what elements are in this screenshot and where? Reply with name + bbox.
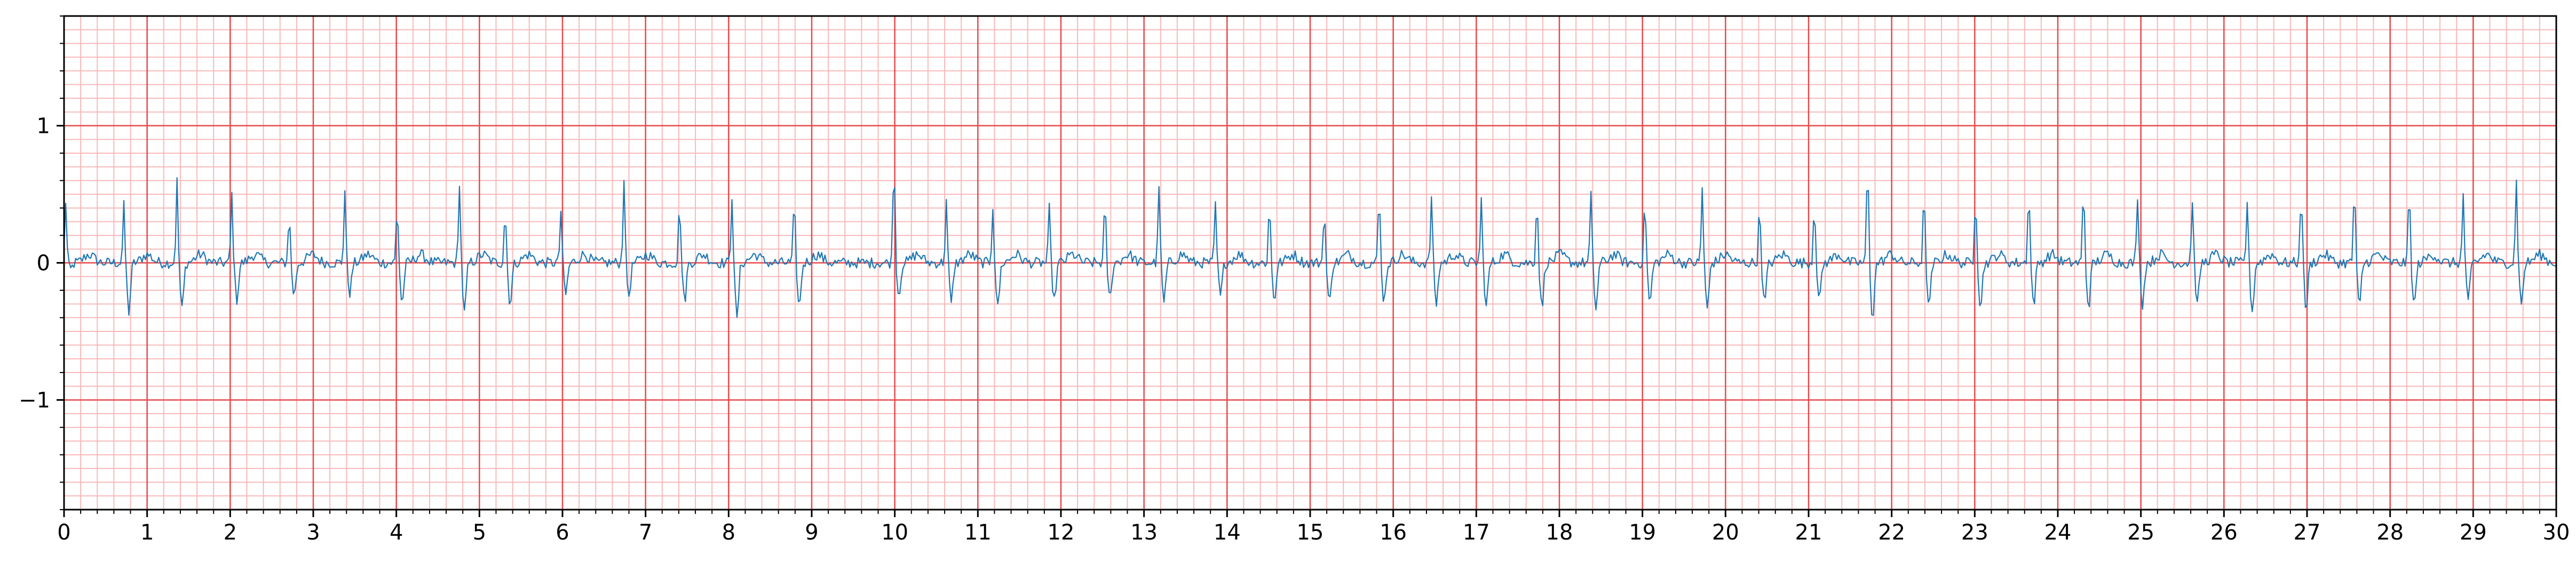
x-tick-label: 20 <box>1712 520 1739 545</box>
series-layer <box>63 177 2557 318</box>
x-tick-label: 14 <box>1214 520 1241 545</box>
x-tick-label: 25 <box>2127 520 2154 545</box>
x-tick-label: 12 <box>1048 520 1075 545</box>
ecg-series-line <box>63 177 2557 318</box>
x-tick-label: 19 <box>1629 520 1656 545</box>
x-tick-label: 2 <box>224 520 237 545</box>
x-tick-label: 7 <box>639 520 652 545</box>
x-tick-label: 8 <box>722 520 735 545</box>
x-tick-label: 5 <box>473 520 486 545</box>
x-tick-label: 15 <box>1297 520 1324 545</box>
x-tick-label: 22 <box>1878 520 1905 545</box>
x-tick-label: 27 <box>2294 520 2321 545</box>
x-tick-label: 28 <box>2376 520 2404 545</box>
y-tick-label: 0 <box>37 251 50 276</box>
x-tick-label: 17 <box>1463 520 1490 545</box>
x-tick-label: 26 <box>2210 520 2238 545</box>
x-tick-label: 30 <box>2543 520 2570 545</box>
x-tick-label: 10 <box>881 520 908 545</box>
y-tick-label: −1 <box>19 388 50 413</box>
x-tick-label: 4 <box>390 520 403 545</box>
x-tick-label: 9 <box>805 520 818 545</box>
x-tick-label: 18 <box>1546 520 1573 545</box>
x-tick-label: 23 <box>1961 520 1988 545</box>
x-tick-label: 3 <box>306 520 320 545</box>
x-tick-label: 13 <box>1130 520 1158 545</box>
x-tick-label: 21 <box>1795 520 1822 545</box>
x-tick-label: 1 <box>140 520 154 545</box>
x-tick-label: 24 <box>2044 520 2072 545</box>
x-tick-label: 11 <box>964 520 992 545</box>
x-tick-label: 6 <box>556 520 569 545</box>
y-tick-label: 1 <box>37 114 50 139</box>
x-tick-label: 16 <box>1380 520 1407 545</box>
x-tick-label: 0 <box>57 520 70 545</box>
tick-layer: 0 1 2 3 4 5 6 7 8 9 10 11 12 13 14 15 16 17 18 19 20 21 22 23 24… <box>19 15 2570 545</box>
x-tick-label: 29 <box>2460 520 2487 545</box>
